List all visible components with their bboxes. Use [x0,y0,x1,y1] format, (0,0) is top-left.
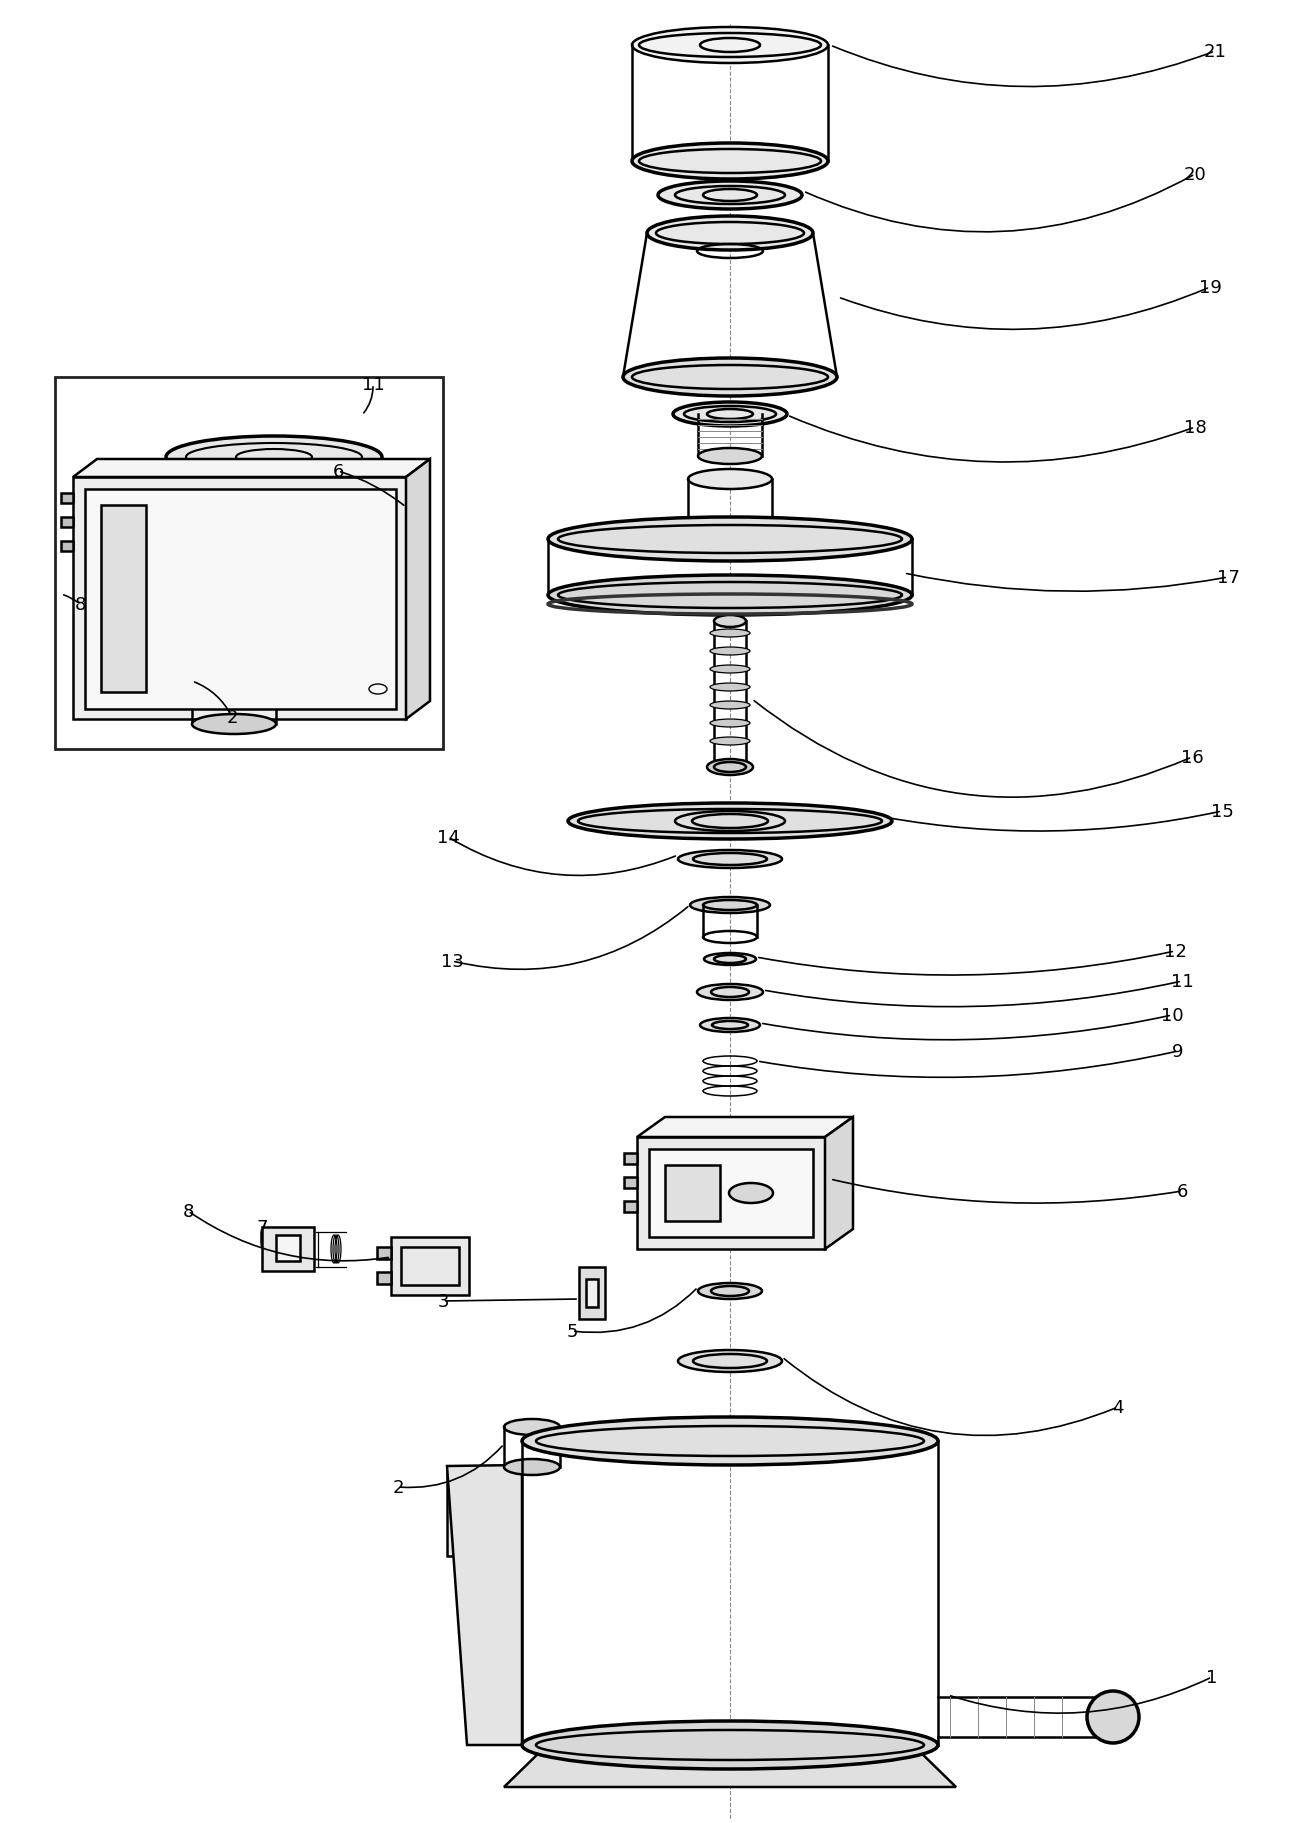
Ellipse shape [710,629,750,638]
Polygon shape [825,1117,853,1249]
Ellipse shape [687,470,772,490]
Ellipse shape [673,403,787,427]
Text: 19: 19 [1199,279,1222,297]
Bar [637,1138,825,1249]
Bar [85,490,396,709]
Polygon shape [447,1466,521,1745]
Ellipse shape [710,665,750,675]
Bar [61,541,73,552]
Ellipse shape [1087,1692,1138,1743]
Ellipse shape [548,518,912,561]
Text: 4: 4 [1112,1398,1124,1416]
Ellipse shape [633,144,829,180]
Text: 16: 16 [1180,749,1204,767]
Ellipse shape [678,851,782,868]
Ellipse shape [710,738,750,746]
Polygon shape [406,459,430,720]
Ellipse shape [192,685,276,706]
Ellipse shape [698,448,762,465]
Text: 5: 5 [566,1322,578,1340]
Polygon shape [637,1117,853,1138]
Text: 12: 12 [1163,942,1187,961]
Bar [376,1272,391,1283]
Ellipse shape [647,217,813,252]
Ellipse shape [521,1416,938,1466]
Ellipse shape [166,438,382,479]
Text: 10: 10 [1161,1006,1183,1025]
Bar [665,1165,720,1221]
Text: 11: 11 [1171,972,1193,990]
Ellipse shape [192,715,276,735]
Polygon shape [73,459,430,478]
Ellipse shape [690,897,770,913]
Ellipse shape [505,1458,559,1475]
Ellipse shape [505,1420,559,1435]
Text: 2: 2 [226,709,238,727]
Ellipse shape [710,684,750,691]
Ellipse shape [710,720,750,727]
Bar [401,1247,459,1285]
Ellipse shape [729,1183,772,1203]
Text: 13: 13 [440,952,464,970]
Bar [391,1238,469,1296]
Bar [376,1247,391,1260]
Polygon shape [447,1466,505,1557]
Text: 2: 2 [392,1478,404,1497]
Bar [73,478,406,720]
Bar [650,1148,813,1238]
Text: 8: 8 [182,1203,193,1220]
Ellipse shape [707,760,753,775]
Text: 14: 14 [437,828,460,846]
Ellipse shape [548,576,912,616]
Ellipse shape [698,1283,762,1300]
Text: 18: 18 [1184,419,1206,438]
Ellipse shape [657,182,802,210]
Text: 7: 7 [256,1218,268,1236]
Text: 11: 11 [362,376,384,394]
Text: 15: 15 [1210,802,1234,820]
Polygon shape [505,1745,955,1787]
Text: 21: 21 [1204,44,1226,60]
Bar [579,1267,605,1320]
Ellipse shape [697,984,763,1001]
Bar [623,1178,637,1189]
Bar [55,377,443,749]
Text: 3: 3 [438,1293,448,1311]
Ellipse shape [701,1019,759,1032]
Ellipse shape [633,27,829,64]
Bar [261,1227,314,1271]
Ellipse shape [714,616,746,627]
Ellipse shape [569,804,891,840]
Text: 6: 6 [1176,1183,1188,1200]
Text: 9: 9 [1172,1043,1184,1061]
Ellipse shape [704,953,755,966]
Bar [623,1154,637,1165]
Text: 6: 6 [332,463,344,481]
Bar [586,1280,599,1307]
Bar [61,518,73,527]
Ellipse shape [710,647,750,656]
Text: 1: 1 [1206,1668,1218,1686]
Text: 17: 17 [1217,569,1239,587]
Ellipse shape [521,1721,938,1768]
Ellipse shape [623,359,836,397]
Bar [101,505,146,693]
Bar [61,494,73,503]
Bar [276,1236,301,1262]
Ellipse shape [710,702,750,709]
Text: 8: 8 [74,596,86,614]
Bar [623,1201,637,1212]
Text: 20: 20 [1184,166,1206,184]
Ellipse shape [678,1351,782,1373]
